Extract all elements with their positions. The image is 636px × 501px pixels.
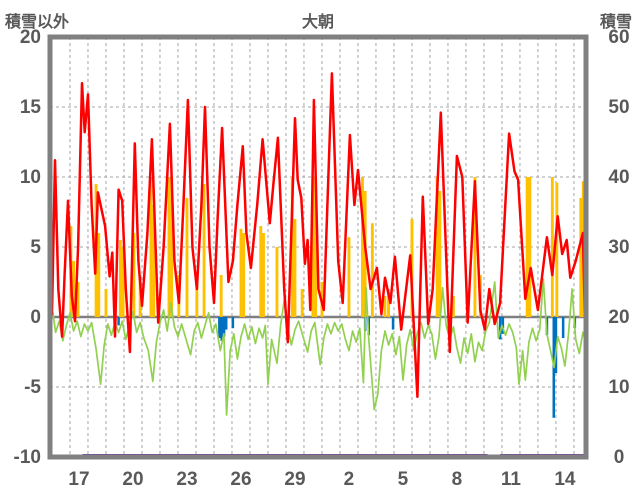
bar-orange-bars: [202, 184, 206, 317]
left-axis-title: 積雪以外: [5, 14, 70, 31]
bar-orange-bars: [525, 177, 529, 317]
bar-blue-bars: [222, 317, 226, 337]
y-axis-right-label: 50: [608, 97, 629, 118]
bar-orange-bars: [311, 177, 315, 317]
y-axis-right-label: 20: [608, 307, 629, 328]
series-red-line: [50, 72, 586, 399]
bar-orange-bars: [118, 240, 122, 317]
y-axis-right-label: 60: [608, 27, 629, 48]
y-axis-right-label: 0: [614, 447, 625, 468]
bar-blue-bars: [117, 317, 120, 326]
bar-orange-bars: [293, 219, 297, 317]
bar-orange-bars: [152, 205, 156, 317]
bar-blue-bars: [220, 317, 223, 341]
bar-blue-bars: [391, 317, 395, 330]
x-axis-label: 2: [344, 469, 355, 490]
y-axis-left-label: -10: [14, 447, 41, 468]
bar-orange-bars: [275, 247, 279, 317]
series-green-line: [50, 278, 586, 416]
bar-orange-bars: [300, 289, 304, 317]
bar-orange-bars: [438, 191, 442, 317]
bar-orange-bars: [97, 233, 101, 317]
bar-orange-bars: [370, 223, 374, 317]
y-axis-right-label: 30: [608, 237, 629, 258]
bar-blue-bars: [218, 317, 221, 338]
bar-orange-bars: [383, 296, 387, 317]
x-axis-label: 5: [398, 469, 409, 490]
plot-border: [47, 34, 589, 460]
bar-blue-bars: [231, 317, 235, 329]
bar-orange-bars: [195, 282, 199, 317]
bar-orange-bars: [242, 233, 246, 317]
chart-title: 大朝: [301, 14, 335, 31]
bar-orange-bars: [347, 237, 351, 317]
bar-orange-bars: [290, 177, 294, 317]
bar-orange-bars: [473, 177, 477, 317]
bar-orange-bars: [262, 233, 265, 317]
bar-orange-bars: [121, 247, 125, 317]
bar-orange-bars: [185, 198, 189, 317]
bar-orange-bars: [167, 177, 171, 317]
bar-blue-bars: [501, 317, 505, 334]
y-axis-right-label: 40: [608, 167, 629, 188]
bar-blue-bars: [498, 317, 502, 340]
bar-orange-bars: [314, 182, 318, 317]
bar-orange-bars: [72, 261, 76, 317]
x-axis-label: 14: [554, 469, 576, 490]
bar-orange-bars: [76, 282, 80, 317]
bar-orange-bars: [528, 177, 532, 317]
right-axis-title: 積雪: [599, 14, 632, 31]
x-axis-label: 23: [176, 469, 197, 490]
bar-orange-bars: [132, 233, 136, 317]
y-axis-left-label: 10: [20, 167, 41, 188]
y-axis-left-label: 15: [20, 97, 42, 118]
bar-orange-bars: [361, 177, 364, 317]
x-axis-label: 8: [452, 469, 463, 490]
bar-orange-bars: [579, 198, 583, 317]
x-axis-label: 20: [122, 469, 143, 490]
x-axis-label: 11: [501, 469, 522, 490]
bar-orange-bars: [387, 289, 390, 317]
y-axis-left-label: 5: [30, 237, 41, 258]
bar-orange-bars: [451, 296, 455, 317]
bar-orange-bars: [239, 228, 243, 317]
x-axis-label: 29: [284, 469, 305, 490]
bar-orange-bars: [555, 182, 559, 317]
x-axis-label: 26: [230, 469, 251, 490]
bar-orange-bars: [104, 289, 108, 317]
bar-orange-bars: [149, 177, 153, 317]
y-axis-left-label: 0: [30, 307, 41, 328]
bar-orange-bars: [550, 177, 554, 317]
y-axis-left-label: -5: [24, 377, 41, 398]
y-axis-right-label: 10: [608, 377, 629, 398]
bar-orange-bars: [170, 177, 174, 317]
x-axis-label: 17: [68, 469, 89, 490]
bar-orange-bars: [435, 177, 439, 317]
y-axis-left-label: 20: [20, 27, 41, 48]
bar-blue-bars: [224, 317, 228, 330]
bar-orange-bars: [259, 226, 263, 317]
bar-orange-bars: [219, 275, 223, 317]
bar-blue-bars: [561, 317, 565, 338]
